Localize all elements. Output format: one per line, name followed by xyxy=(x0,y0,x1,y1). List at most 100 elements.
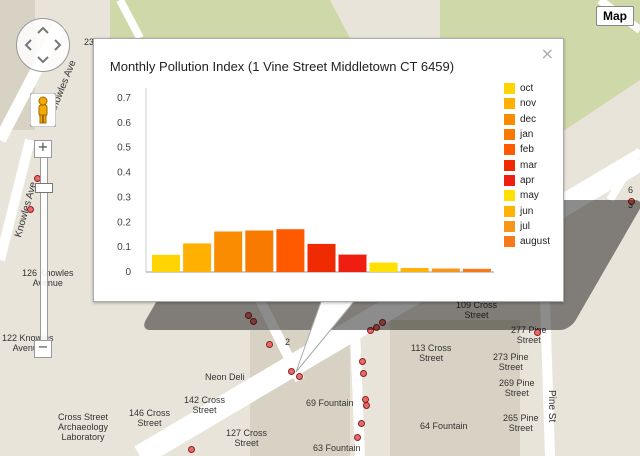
address-label-269-pine: 269 Pine Street xyxy=(499,378,535,398)
map-marker[interactable] xyxy=(628,198,635,205)
legend-item-apr: apr xyxy=(504,173,560,188)
bar-dec xyxy=(214,231,243,272)
legend-label: apr xyxy=(520,174,535,186)
bar-apr xyxy=(338,254,367,272)
legend-item-feb: feb xyxy=(504,142,560,157)
y-tick-label: 0.2 xyxy=(117,217,131,228)
zoom-out-button[interactable]: − xyxy=(34,340,52,358)
y-tick-label: 0.7 xyxy=(117,93,131,104)
address-label-109-cross: 109 Cross Street xyxy=(456,300,498,320)
address-label-142-cross: 142 Cross Street xyxy=(184,395,226,415)
legend-item-jan: jan xyxy=(504,127,560,142)
address-label-273-pine: 273 Pine Street xyxy=(493,352,529,372)
street-view-pegman-icon[interactable] xyxy=(30,93,56,127)
bar-jul xyxy=(431,268,460,272)
legend-swatch xyxy=(504,220,515,232)
legend-swatch xyxy=(504,144,515,156)
map-marker[interactable] xyxy=(296,373,303,380)
pan-control[interactable] xyxy=(16,18,70,72)
map-marker[interactable] xyxy=(188,446,195,453)
legend-item-jul: jul xyxy=(504,219,560,234)
road-label-3: 3 xyxy=(628,200,634,210)
bar-nov xyxy=(183,243,212,272)
address-label-146-cross: 146 Cross Street xyxy=(129,408,171,428)
map-marker[interactable] xyxy=(359,358,366,365)
pan-arrows-icon xyxy=(24,26,62,64)
street-label-pine-st: Pine St xyxy=(546,390,557,423)
bar-may xyxy=(369,262,398,272)
address-label-23: 23 xyxy=(84,37,95,47)
address-label-265-pine: 265 Pine Street xyxy=(503,413,539,433)
legend-label: mar xyxy=(520,159,538,171)
poi-label-archaeology-lab: Cross Street Archaeology Laboratory xyxy=(58,412,109,442)
map-marker[interactable] xyxy=(288,368,295,375)
legend-item-nov: nov xyxy=(504,96,560,111)
close-icon[interactable]: × xyxy=(540,44,554,63)
map-marker[interactable] xyxy=(245,312,252,319)
map-marker[interactable] xyxy=(373,324,380,331)
poi-label-neon-deli[interactable]: Neon Deli xyxy=(205,372,245,382)
zoom-slider-handle[interactable] xyxy=(35,183,53,193)
legend-swatch xyxy=(504,113,515,125)
infowindow: × Monthly Pollution Index (1 Vine Street… xyxy=(93,38,564,302)
legend-label: nov xyxy=(520,98,537,110)
legend-label: dec xyxy=(520,113,537,125)
address-label-63-fountain: 63 Fountain xyxy=(313,443,361,453)
legend-label: august xyxy=(520,236,551,248)
legend-label: jul xyxy=(520,220,531,232)
legend-swatch xyxy=(504,190,515,202)
legend-swatch xyxy=(504,159,515,171)
map-marker[interactable] xyxy=(354,434,361,441)
bar-jun xyxy=(400,268,429,272)
legend-label: jun xyxy=(520,205,534,217)
legend-item-oct: oct xyxy=(504,81,560,96)
zoom-slider-track[interactable] xyxy=(40,150,48,352)
legend-swatch xyxy=(504,98,515,110)
address-label-127-cross: 127 Cross Street xyxy=(226,428,268,448)
legend-label: jan xyxy=(520,129,534,141)
map-marker[interactable] xyxy=(367,327,374,334)
address-label-64-fountain: 64 Fountain xyxy=(420,421,468,431)
legend-label: oct xyxy=(520,83,534,95)
y-tick-label: 0.5 xyxy=(117,143,131,154)
map-marker[interactable] xyxy=(27,206,34,213)
pollution-bar-chart: 0 0.1 0.2 0.3 0.4 0.5 0.6 0.7 xyxy=(117,88,494,278)
map-marker[interactable] xyxy=(534,329,541,336)
legend-item-jun: jun xyxy=(504,203,560,218)
y-tick-label: 0.4 xyxy=(117,168,131,179)
bar-jan xyxy=(245,230,274,272)
zoom-in-button[interactable]: + xyxy=(34,140,52,158)
legend-item-may: may xyxy=(504,188,560,203)
road-label-6: 6 xyxy=(628,185,634,195)
address-label-122-knowles: 122 Knowles Avenue xyxy=(2,333,54,353)
legend-label: feb xyxy=(520,144,534,156)
address-label-113-cross: 113 Cross Street xyxy=(411,343,452,363)
y-tick-label: 0.3 xyxy=(117,192,131,203)
map-marker[interactable] xyxy=(250,318,257,325)
legend-item-august: august xyxy=(504,234,560,249)
chart-title: Monthly Pollution Index (1 Vine Street M… xyxy=(109,59,455,74)
y-tick-label: 0 xyxy=(125,267,131,278)
legend-swatch xyxy=(504,205,515,217)
y-tick-label: 0.6 xyxy=(117,118,131,129)
map-marker[interactable] xyxy=(363,402,370,409)
y-tick-label: 0.1 xyxy=(117,242,131,253)
map-type-button[interactable]: Map xyxy=(596,6,634,26)
map-marker[interactable] xyxy=(266,341,273,348)
road-label-2: 2 xyxy=(285,337,291,347)
legend-swatch xyxy=(504,236,515,248)
legend-label: may xyxy=(520,190,539,202)
legend-swatch xyxy=(504,83,515,95)
legend-swatch xyxy=(504,174,515,186)
bar-oct xyxy=(152,254,180,272)
map-marker[interactable] xyxy=(379,319,386,326)
map-marker[interactable] xyxy=(360,370,367,377)
bar-august xyxy=(462,268,491,272)
legend-item-mar: mar xyxy=(504,157,560,172)
address-label-69-fountain: 69 Fountain xyxy=(306,398,354,408)
chart-legend: oct nov dec jan feb mar apr may jun jul august xyxy=(504,81,560,249)
legend-swatch xyxy=(504,129,515,141)
bar-mar xyxy=(307,243,336,272)
legend-item-dec: dec xyxy=(504,112,560,127)
map-marker[interactable] xyxy=(358,420,365,427)
